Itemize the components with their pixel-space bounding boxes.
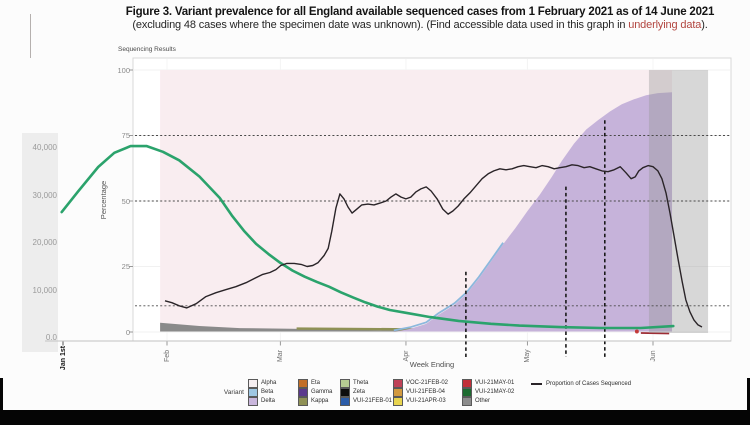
figure-title: Figure 3. Variant prevalence for all Eng… <box>95 6 745 31</box>
title-line2-suffix: ). <box>701 19 708 31</box>
legend-group-2: Eta Gamma Kappa <box>298 379 332 406</box>
pct-tick-25: 25 <box>121 262 130 271</box>
left-edge-bar <box>0 378 3 425</box>
panel-title: Sequencing Results <box>118 46 176 53</box>
legend-label-voc-21feb-02: VOC-21FEB-02 <box>406 380 449 386</box>
delta-swatch <box>248 397 258 406</box>
month-tick-jun: Jun <box>649 350 657 362</box>
bottom-black-bar <box>0 410 750 425</box>
legend-label-kappa: Kappa <box>311 398 329 404</box>
cases-tick-20000: 20,000 <box>32 238 57 247</box>
line-legend-dash-icon <box>531 382 542 385</box>
cases-tick-10000: 10,000 <box>32 285 57 295</box>
zeta-swatch <box>340 388 350 397</box>
line-legend: Proportion of Cases Sequenced <box>531 379 631 388</box>
legend-group-5: VUI-21MAY-01 VUI-21MAY-02 Other <box>462 379 514 406</box>
legend-label-gamma: Gamma <box>311 389 333 395</box>
kappa-swatch <box>298 397 308 406</box>
legend-label-vui-21apr-03: VUI-21APR-03 <box>406 398 446 404</box>
pct-tick-75: 75 <box>121 131 130 140</box>
cases-tick-0: 0.0 <box>45 333 57 342</box>
legend-group-4: VOC-21FEB-02 VUI-21FEB-04 VUI-21APR-03 <box>393 379 448 406</box>
underlying-data-link[interactable]: underlying data <box>628 19 702 31</box>
legend-group-3: Theta Zeta VUI-21FEB-01 <box>340 379 392 406</box>
pct-tick-50: 50 <box>121 196 130 206</box>
vui-21feb-01-swatch <box>340 397 350 406</box>
eta-swatch <box>298 379 308 388</box>
cases-tick-30000: 30,000 <box>32 190 57 200</box>
legend-label-alpha: Alpha <box>261 380 277 386</box>
legend-label-vui-21may-01: VUI-21MAY-01 <box>475 380 515 386</box>
pct-tick-0: 0 <box>125 327 130 337</box>
legend-label-vui-21may-02: VUI-21MAY-02 <box>475 389 515 395</box>
figure-title-line2: (excluding 48 cases where the specimen d… <box>95 19 745 31</box>
right-edge-bar <box>747 378 750 425</box>
title-line2-prefix: (excluding 48 cases where the specimen d… <box>132 19 629 31</box>
vui-21may-01-swatch <box>462 379 472 388</box>
legend-label-vui-21feb-01: VUI-21FEB-01 <box>353 398 393 404</box>
legend-group-1: Alpha Beta Delta <box>248 379 276 406</box>
line-legend-label: Proportion of Cases Sequenced <box>546 380 632 387</box>
legend-swatches <box>462 379 472 406</box>
voc-21feb-02-swatch <box>393 379 403 388</box>
month-tick-mar: Mar <box>276 349 284 363</box>
theta-swatch <box>340 379 350 388</box>
x-axis-label: Week Ending <box>409 360 455 369</box>
gamma-swatch <box>298 388 308 397</box>
alpha-swatch <box>248 379 258 388</box>
beta-swatch <box>248 388 258 397</box>
figure-title-line1: Figure 3. Variant prevalence for all Eng… <box>125 6 715 18</box>
y-axis-label: Percentage <box>98 180 108 220</box>
pct-tick-100: 100 <box>117 65 130 75</box>
legend-title: Variant <box>223 389 244 396</box>
legend-swatches <box>393 379 403 406</box>
jan-1st-label: Jan 1st <box>59 345 67 371</box>
legend-label-zeta: Zeta <box>353 389 366 395</box>
textbox-edge-line <box>30 14 31 58</box>
month-tick-may: May <box>523 349 531 363</box>
legend-label-vui-21feb-04: VUI-21FEB-04 <box>406 389 446 395</box>
legend-swatches <box>298 379 308 406</box>
legend-label-beta: Beta <box>261 389 274 395</box>
vui-21feb-04-swatch <box>393 388 403 397</box>
legend-label-eta: Eta <box>311 380 321 386</box>
legend-label-delta: Delta <box>261 398 276 404</box>
legend-swatches <box>248 379 258 406</box>
legend-label-theta: Theta <box>353 380 369 386</box>
legend-swatches <box>340 379 350 406</box>
vui-21may-02-swatch <box>462 388 472 397</box>
month-tick-feb: Feb <box>163 349 171 363</box>
legend-label-other: Other <box>475 398 491 404</box>
other-swatch <box>462 397 472 406</box>
vui-21apr-03-swatch <box>393 397 403 406</box>
cases-tick-40000: 40,000 <box>32 143 57 152</box>
